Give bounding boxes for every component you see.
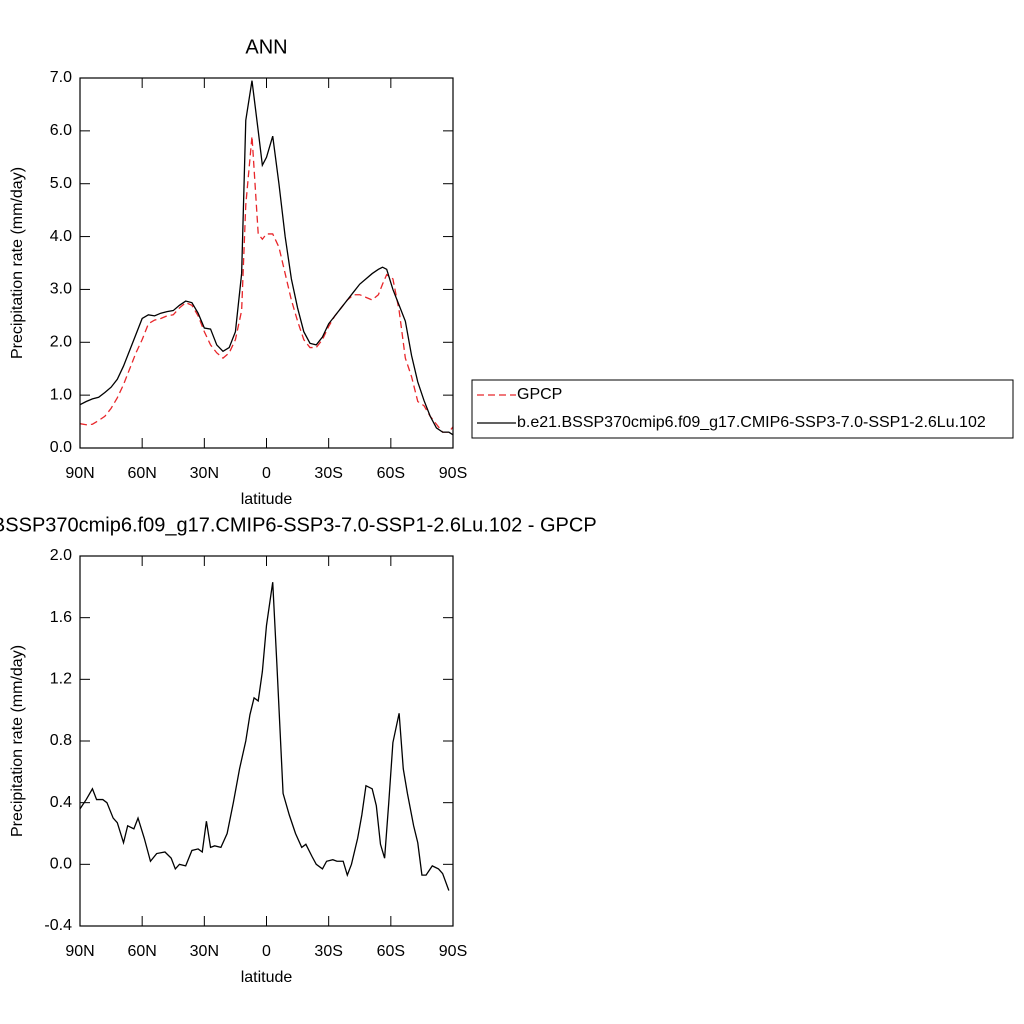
y-axis-label: Precipitation rate (mm/day)	[9, 645, 26, 837]
legend-box	[471, 379, 1014, 439]
x-tick-label: 90N	[65, 943, 94, 960]
y-tick-label: 0.4	[50, 794, 72, 811]
x-tick-label: 90S	[439, 943, 467, 960]
y-tick-label: 7.0	[50, 69, 72, 86]
data-line	[79, 136, 454, 433]
x-tick-label: 30S	[314, 465, 342, 482]
y-tick-label: 0.8	[50, 732, 72, 749]
y-tick-label: 0.0	[50, 439, 72, 456]
y-tick-label: 4.0	[50, 228, 72, 245]
data-line	[79, 582, 450, 891]
y-tick-label: -0.4	[44, 917, 72, 934]
x-tick-label: 60N	[127, 943, 156, 960]
x-tick-label: 0	[262, 465, 271, 482]
x-tick-label: 30S	[314, 943, 342, 960]
x-axis-label: latitude	[241, 969, 293, 986]
x-tick-label: 90N	[65, 465, 94, 482]
legend-label: GPCP	[517, 386, 562, 403]
x-tick-label: 30N	[190, 943, 219, 960]
x-tick-label: 60N	[127, 465, 156, 482]
plot-frame	[79, 555, 454, 927]
x-axis-label: latitude	[241, 491, 293, 508]
y-tick-label: 1.0	[50, 386, 72, 403]
chart-title: ANN	[245, 36, 287, 58]
x-tick-label: 0	[262, 943, 271, 960]
y-tick-label: 6.0	[50, 122, 72, 139]
plot-frame	[79, 77, 454, 449]
legend-label: b.e21.BSSP370cmip6.f09_g17.CMIP6-SSP3-7.…	[517, 414, 986, 431]
y-tick-label: 1.2	[50, 671, 72, 688]
y-tick-label: 1.6	[50, 609, 72, 626]
x-tick-label: 30N	[190, 465, 219, 482]
y-tick-label: 5.0	[50, 175, 72, 192]
y-tick-label: 2.0	[50, 547, 72, 564]
data-line	[79, 80, 454, 436]
x-tick-label: 60S	[377, 943, 405, 960]
y-tick-label: 2.0	[50, 334, 72, 351]
y-tick-label: 3.0	[50, 281, 72, 298]
y-axis-label: Precipitation rate (mm/day)	[9, 167, 26, 359]
chart-title: b.e21.BSSP370cmip6.f09_g17.CMIP6-SSP3-7.…	[0, 514, 597, 536]
x-tick-label: 90S	[439, 465, 467, 482]
x-tick-label: 60S	[377, 465, 405, 482]
y-tick-label: 0.0	[50, 856, 72, 873]
